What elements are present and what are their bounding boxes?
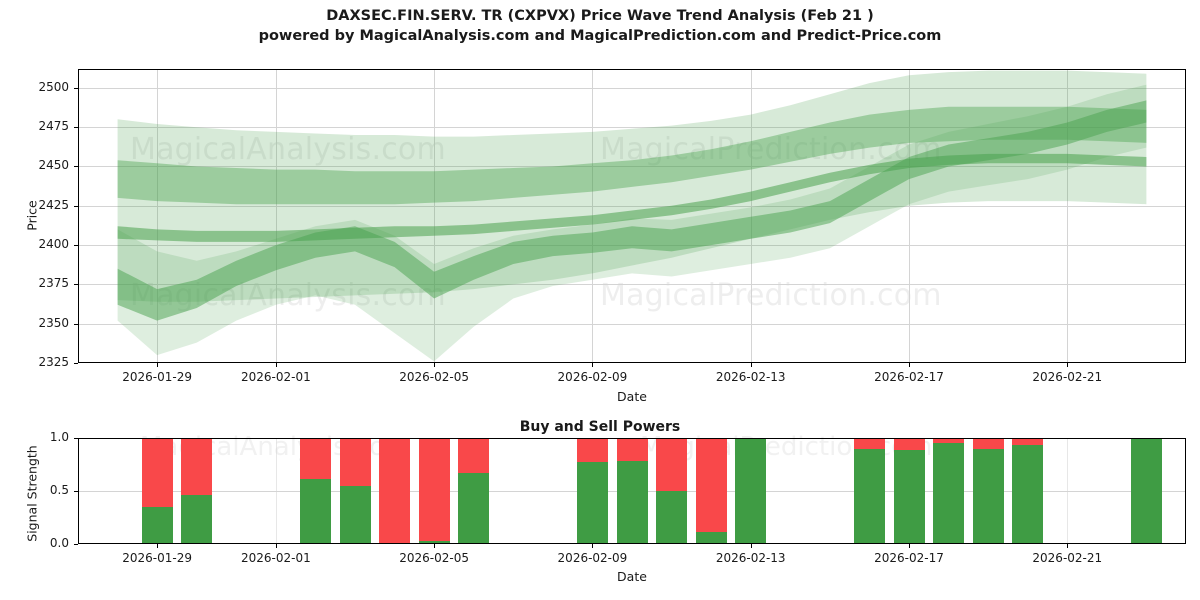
chart-subtitle: powered by MagicalAnalysis.com and Magic… bbox=[258, 28, 942, 44]
buy-sell-title: Buy and Sell Powers bbox=[519, 419, 681, 435]
sell-power-bar[interactable] bbox=[419, 438, 450, 541]
price-x-tick-label: 2026-02-05 bbox=[399, 370, 470, 384]
buy-power-bar[interactable] bbox=[894, 450, 925, 544]
price-y-tick-mark bbox=[74, 284, 78, 285]
buy-sell-x-tick-label: 2026-02-17 bbox=[874, 551, 944, 565]
buy-sell-x-tick-mark bbox=[157, 544, 158, 548]
buy-power-bar[interactable] bbox=[458, 473, 489, 544]
sell-power-bar[interactable] bbox=[854, 438, 885, 449]
buy-power-bar[interactable] bbox=[656, 491, 687, 544]
page-title: DAXSEC.FIN.SERV. TR (CXPVX) Price Wave T… bbox=[0, 6, 1200, 46]
buy-power-bar[interactable] bbox=[181, 495, 212, 544]
price-x-tick-mark bbox=[592, 363, 593, 367]
price-x-tick-mark bbox=[157, 363, 158, 367]
buy-power-bar[interactable] bbox=[854, 449, 885, 544]
sell-power-bar[interactable] bbox=[933, 438, 964, 443]
buy-sell-x-tick-label: 2026-02-09 bbox=[557, 551, 628, 565]
buy-sell-x-tick-mark bbox=[434, 544, 435, 548]
buy-sell-x-tick-mark bbox=[592, 544, 593, 548]
price-y-tick-label: 2325 bbox=[38, 355, 69, 369]
price-y-tick-mark bbox=[74, 324, 78, 325]
buy-power-bar[interactable] bbox=[340, 486, 371, 544]
buy-sell-y-tick-mark bbox=[74, 491, 78, 492]
buy-power-bar[interactable] bbox=[1012, 445, 1043, 544]
sell-power-bar[interactable] bbox=[973, 438, 1004, 449]
price-x-tick-mark bbox=[434, 363, 435, 367]
buy-sell-gridline-vertical bbox=[276, 438, 277, 544]
buy-sell-y-tick-mark bbox=[74, 544, 78, 545]
price-x-tick-mark bbox=[751, 363, 752, 367]
price-plot-area[interactable] bbox=[78, 69, 1186, 363]
price-y-tick-mark bbox=[74, 166, 78, 167]
sell-power-bar[interactable] bbox=[1012, 438, 1043, 445]
price-y-tick-mark bbox=[74, 206, 78, 207]
buy-power-bar[interactable] bbox=[933, 443, 964, 544]
buy-sell-x-tick-mark bbox=[751, 544, 752, 548]
buy-sell-x-tick-mark bbox=[276, 544, 277, 548]
buy-power-bar[interactable] bbox=[300, 479, 331, 544]
price-x-tick-mark bbox=[1067, 363, 1068, 367]
price-y-tick-mark bbox=[74, 363, 78, 364]
price-x-tick-label: 2026-02-17 bbox=[874, 370, 944, 384]
price-gridline bbox=[78, 88, 1186, 89]
price-x-tick-label: 2026-02-09 bbox=[557, 370, 628, 384]
price-y-tick-label: 2500 bbox=[38, 79, 69, 94]
buy-sell-x-tick-label: 2026-02-21 bbox=[1032, 551, 1103, 565]
sell-power-bar[interactable] bbox=[142, 438, 173, 507]
buy-power-bar[interactable] bbox=[735, 438, 766, 544]
buy-power-bar[interactable] bbox=[617, 461, 648, 544]
buy-sell-y-tick-mark bbox=[74, 438, 78, 439]
sell-power-bar[interactable] bbox=[577, 438, 608, 462]
sell-power-bar[interactable] bbox=[458, 438, 489, 473]
price-x-tick-label: 2026-02-13 bbox=[715, 370, 786, 384]
price-y-tick-mark bbox=[74, 127, 78, 128]
buy-sell-x-tick-label: 2026-02-13 bbox=[715, 551, 786, 565]
sell-power-bar[interactable] bbox=[181, 438, 212, 495]
sell-power-bar[interactable] bbox=[617, 438, 648, 461]
price-y-tick-label: 2475 bbox=[38, 119, 69, 134]
price-x-tick-label: 2026-01-29 bbox=[122, 370, 193, 384]
price-y-tick-label: 2425 bbox=[38, 197, 69, 212]
buy-sell-x-tick-mark bbox=[909, 544, 910, 548]
price-x-axis-label: Date bbox=[617, 389, 647, 404]
buy-power-bar[interactable] bbox=[696, 532, 727, 544]
price-y-tick-mark bbox=[74, 88, 78, 89]
buy-power-bar[interactable] bbox=[1131, 438, 1162, 544]
buy-sell-x-axis-label: Date bbox=[617, 569, 647, 584]
buy-sell-x-tick-label: 2026-02-01 bbox=[240, 551, 311, 565]
buy-power-bar[interactable] bbox=[973, 449, 1004, 544]
price-x-tick-label: 2026-02-01 bbox=[240, 370, 311, 384]
buy-sell-plot-area[interactable] bbox=[78, 438, 1186, 544]
price-y-tick-label: 2400 bbox=[38, 237, 69, 252]
price-y-tick-mark bbox=[74, 245, 78, 246]
sell-power-bar[interactable] bbox=[379, 438, 410, 544]
buy-sell-y-tick-label: 0.0 bbox=[49, 536, 69, 550]
buy-sell-x-tick-mark bbox=[1067, 544, 1068, 548]
buy-power-bar[interactable] bbox=[577, 462, 608, 544]
buy-sell-x-tick-label: 2026-01-29 bbox=[122, 551, 193, 565]
sell-power-bar[interactable] bbox=[300, 438, 331, 479]
price-y-tick-label: 2350 bbox=[38, 315, 69, 330]
buy-power-bar[interactable] bbox=[142, 507, 173, 544]
chart-title: DAXSEC.FIN.SERV. TR (CXPVX) Price Wave T… bbox=[326, 8, 874, 24]
price-x-tick-mark bbox=[276, 363, 277, 367]
buy-power-bar[interactable] bbox=[419, 541, 450, 544]
price-y-tick-label: 2375 bbox=[38, 276, 69, 291]
price-gridline bbox=[78, 324, 1186, 325]
price-x-tick-label: 2026-02-21 bbox=[1032, 370, 1103, 384]
signal-strength-y-axis-label: Signal Strength bbox=[24, 445, 40, 542]
sell-power-bar[interactable] bbox=[340, 438, 371, 486]
buy-sell-x-tick-label: 2026-02-05 bbox=[399, 551, 470, 565]
buy-sell-y-tick-label: 1.0 bbox=[49, 430, 69, 444]
price-y-tick-label: 2450 bbox=[38, 158, 69, 173]
buy-sell-gridline-vertical bbox=[1067, 438, 1068, 544]
sell-power-bar[interactable] bbox=[696, 438, 727, 532]
sell-power-bar[interactable] bbox=[894, 438, 925, 450]
buy-sell-y-tick-label: 0.5 bbox=[49, 483, 69, 497]
price-x-tick-mark bbox=[909, 363, 910, 367]
sell-power-bar[interactable] bbox=[656, 438, 687, 491]
